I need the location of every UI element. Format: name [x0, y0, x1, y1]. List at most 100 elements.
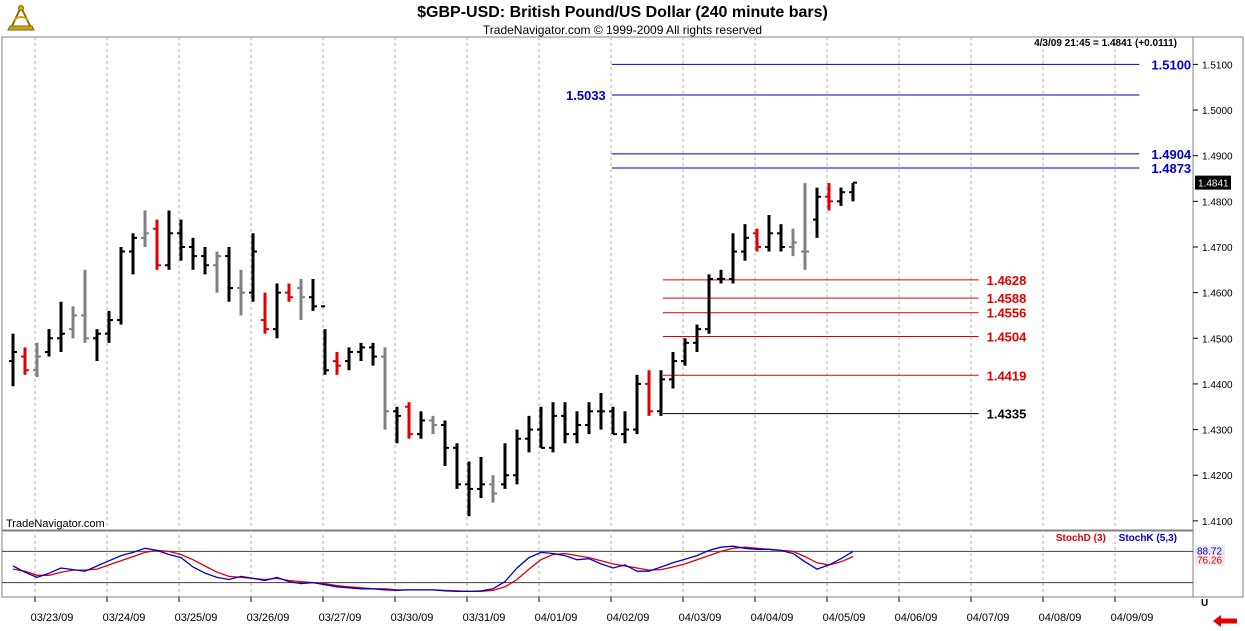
current-price-label: 1.4841 — [1198, 179, 1229, 190]
ohlc-bar — [633, 374, 641, 435]
date-tick-label: 04/04/09 — [751, 612, 794, 624]
ohlc-bar — [609, 406, 617, 436]
date-tick-label: 04/02/09 — [607, 612, 650, 624]
ohlc-bar — [453, 443, 461, 489]
ohlc-bar — [621, 411, 629, 444]
price-level-label: 1.4556 — [987, 306, 1027, 321]
date-tick-label: 04/07/09 — [967, 612, 1010, 624]
chart-subtitle: TradeNavigator.com © 1999-2009 All right… — [482, 23, 763, 37]
date-tick-label: 04/06/09 — [895, 612, 938, 624]
price-tick-label: 1.4500 — [1202, 334, 1233, 345]
date-tick-label: 04/05/09 — [823, 612, 866, 624]
ohlc-bar — [129, 233, 137, 275]
stochk-value-box — [1195, 545, 1225, 557]
ohlc-bar — [645, 370, 653, 416]
date-tick-label: 03/26/09 — [247, 612, 290, 624]
price-level-label: 1.5100 — [1151, 57, 1191, 72]
date-tick-label: 03/25/09 — [175, 612, 218, 624]
date-tick-label: 03/31/09 — [463, 612, 506, 624]
ohlc-bar — [309, 278, 317, 311]
price-axis: 1.4100 1.4200 1.4300 1.4400 1.4500 1.4600 1.47… — [1193, 60, 1233, 528]
ohlc-bar — [465, 461, 473, 517]
ohlc-bar — [753, 228, 761, 252]
ohlc-bar — [669, 351, 677, 389]
stochastic-panel-border — [1, 530, 1194, 598]
date-tick-label: 03/23/09 — [31, 612, 74, 624]
stochd-value-box — [1195, 554, 1225, 566]
chart-title: $GBP-USD: British Pound/US Dollar (240 m… — [417, 4, 828, 21]
ohlc-bar — [189, 237, 197, 270]
ohlc-bar — [789, 228, 797, 257]
price-tick-label: 1.4300 — [1202, 426, 1233, 437]
ohlc-bar — [237, 269, 245, 316]
price-tick-label: 1.5000 — [1202, 106, 1233, 117]
axis-panel-border — [1192, 36, 1244, 598]
date-tick-label: 03/27/09 — [319, 612, 362, 624]
price-level-label: 1.4873 — [1151, 161, 1191, 176]
stochk-value-label: 88.72 — [1197, 546, 1222, 557]
price-panel-border — [1, 36, 1194, 531]
stochk-line — [12, 545, 854, 593]
ohlc-bar — [849, 181, 857, 202]
ohlc-bar — [249, 233, 257, 302]
chart-frame — [1, 36, 1244, 598]
price-tick-label: 1.4600 — [1202, 289, 1233, 300]
ohlc-bars — [9, 181, 857, 517]
ohlc-bar — [813, 187, 821, 238]
ohlc-bar — [225, 246, 233, 302]
price-levels: 1.51001.50331.49041.48731.46281.45881.45… — [566, 57, 1192, 421]
price-level-label: 1.4628 — [987, 273, 1027, 288]
u-label: U — [1201, 598, 1209, 609]
ohlc-bar — [393, 406, 401, 444]
ohlc-bar — [45, 329, 53, 357]
price-level-label: 1.4904 — [1151, 147, 1192, 162]
ohlc-bar — [429, 415, 437, 435]
stochk-legend: StochK (5,3) — [1118, 533, 1177, 544]
watermark: TradeNavigator.com — [6, 518, 105, 530]
date-tick-label: 03/24/09 — [103, 612, 146, 624]
price-tick-label: 1.4700 — [1202, 243, 1233, 254]
ohlc-bar — [657, 370, 665, 416]
stochd-value-label: 76.26 — [1197, 556, 1222, 567]
ohlc-bar — [537, 406, 545, 449]
ohlc-bar — [369, 342, 377, 366]
ohlc-bar — [717, 269, 725, 284]
ohlc-bar — [141, 210, 149, 247]
ohlc-bar — [261, 292, 269, 334]
ohlc-bar — [549, 402, 557, 453]
ohlc-bar — [561, 402, 569, 444]
price-tick-label: 1.4400 — [1202, 380, 1233, 391]
ohlc-bar — [501, 443, 509, 489]
ohlc-bar — [381, 347, 389, 430]
price-level-label: 1.4335 — [987, 407, 1027, 422]
ohlc-bar — [93, 329, 101, 362]
date-tick-label: 04/09/09 — [1111, 612, 1154, 624]
ohlc-bar — [417, 411, 425, 439]
ohlc-bar — [285, 283, 293, 302]
ohlc-bar — [33, 342, 41, 378]
ohlc-bar — [441, 420, 449, 467]
date-tick-label: 03/30/09 — [391, 612, 434, 624]
ohlc-bar — [405, 402, 413, 439]
ohlc-bar — [213, 251, 221, 293]
ohlc-bar — [357, 342, 365, 362]
price-level-label: 1.4504 — [987, 329, 1028, 344]
ohlc-bar — [105, 310, 113, 343]
ohlc-bar — [705, 274, 713, 334]
ohlc-bar — [741, 224, 749, 261]
ohlc-bar — [273, 283, 281, 339]
price-tick-label: 1.5100 — [1202, 60, 1233, 71]
scroll-left-arrow-icon[interactable] — [1211, 614, 1239, 628]
date-tick-label: 04/01/09 — [535, 612, 578, 624]
price-level-label: 1.5033 — [566, 88, 606, 103]
ohlc-bar — [21, 347, 29, 375]
ohlc-bar — [597, 393, 605, 430]
ohlc-bar — [153, 219, 161, 270]
ohlc-bar — [489, 475, 497, 503]
price-tick-label: 1.4200 — [1202, 471, 1233, 482]
sextant-logo-icon — [7, 5, 35, 31]
ohlc-bar — [729, 233, 737, 284]
price-tick-label: 1.4800 — [1202, 197, 1233, 208]
ohlc-bar — [345, 347, 353, 371]
ohlc-bar — [69, 306, 77, 339]
